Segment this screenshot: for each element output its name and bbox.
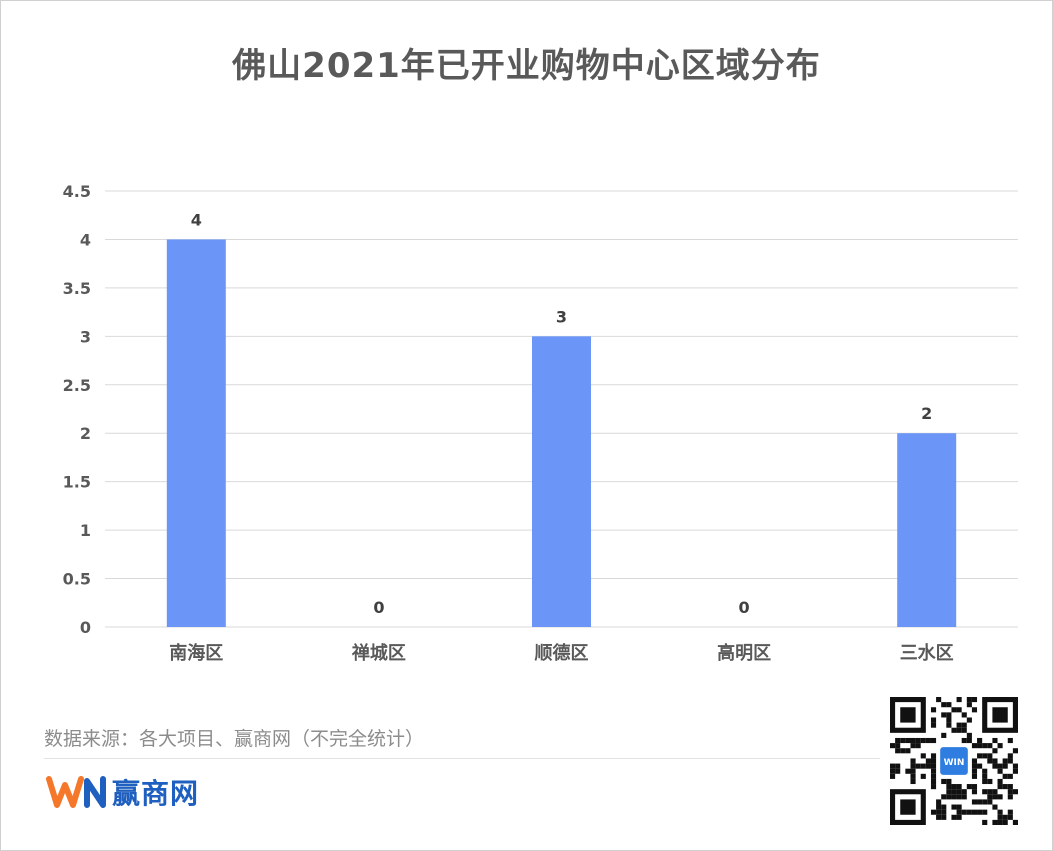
chart-title: 佛山2021年已开业购物中心区域分布 bbox=[232, 46, 821, 86]
y-tick-label: 2.5 bbox=[63, 376, 91, 395]
y-tick-label: 3.5 bbox=[63, 279, 91, 298]
data-label: 4 bbox=[191, 210, 202, 229]
data-source-note: 数据来源：各大项目、赢商网（不完全统计） bbox=[44, 728, 425, 750]
data-label: 2 bbox=[921, 404, 932, 423]
bar-2[interactable] bbox=[532, 336, 591, 627]
y-tick-label: 4.5 bbox=[63, 182, 91, 201]
qr-center-mark: WIN bbox=[944, 758, 965, 768]
y-tick-label: 4 bbox=[80, 230, 91, 249]
category-label: 三水区 bbox=[900, 642, 954, 664]
qr-code-icon[interactable]: WIN bbox=[890, 697, 1018, 825]
bar-4[interactable] bbox=[897, 433, 957, 627]
y-tick-label: 1.5 bbox=[63, 473, 91, 492]
y-tick-label: 3 bbox=[80, 327, 91, 346]
bar-chart: 0 0.5 1 1.5 2 2.5 3 3.5 4 4.5 4 南海区 0 禅城区 3 顺德区 0 高明区 2 三水区 bbox=[63, 182, 1018, 664]
y-tick-label: 1 bbox=[80, 521, 91, 540]
category-label: 顺德区 bbox=[535, 642, 589, 664]
bar-0[interactable] bbox=[166, 239, 226, 627]
category-label: 高明区 bbox=[717, 642, 771, 664]
data-label: 0 bbox=[739, 598, 750, 617]
category-label: 南海区 bbox=[169, 642, 223, 664]
category-label: 禅城区 bbox=[351, 642, 406, 664]
brand-logo: 赢商网 bbox=[46, 772, 199, 812]
win-logo-icon bbox=[46, 776, 106, 808]
y-tick-label: 0 bbox=[80, 618, 91, 637]
data-label: 3 bbox=[556, 307, 567, 326]
footer-divider bbox=[44, 758, 880, 759]
data-label: 0 bbox=[373, 598, 384, 617]
y-tick-label: 0.5 bbox=[63, 570, 91, 589]
brand-name: 赢商网 bbox=[112, 777, 200, 810]
y-tick-label: 2 bbox=[80, 424, 91, 443]
